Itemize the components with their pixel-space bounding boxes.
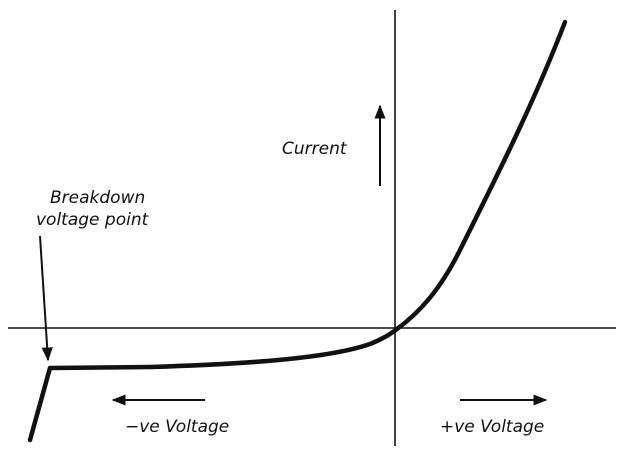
iv-curve — [27, 19, 568, 443]
breakdown-label: Breakdown — [50, 188, 145, 208]
current-label: Current — [282, 139, 348, 159]
breakdown-arrow — [39, 235, 53, 362]
negative-voltage-label: −ve Voltage — [125, 417, 229, 437]
positive-voltage-label: +ve Voltage — [440, 417, 544, 437]
breakdown-label: voltage point — [36, 210, 150, 230]
